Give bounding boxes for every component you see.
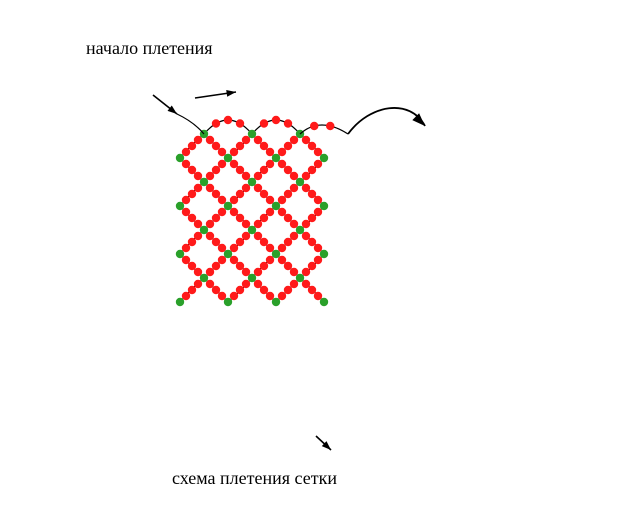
beading-mesh-diagram [0,0,640,512]
